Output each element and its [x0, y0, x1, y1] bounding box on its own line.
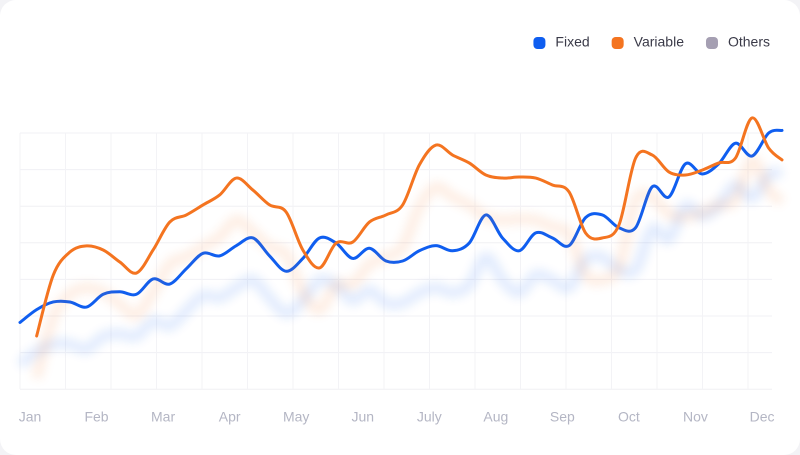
line-shadow — [31, 155, 786, 380]
x-tick-label: Feb — [84, 409, 108, 425]
x-tick-label: Dec — [750, 409, 775, 425]
legend-label: Others — [728, 34, 770, 50]
line-shadow — [16, 167, 783, 369]
x-tick-label: July — [417, 409, 442, 425]
x-tick-label: May — [283, 409, 309, 425]
x-tick-label: Sep — [550, 409, 575, 425]
x-tick-label: Oct — [618, 409, 640, 425]
x-tick-label: Nov — [683, 409, 708, 425]
x-tick-label: Jun — [351, 409, 374, 425]
legend-marker — [705, 37, 718, 49]
legend-label: Fixed — [555, 34, 589, 50]
x-tick-label: Aug — [483, 409, 508, 425]
x-tick-label: Apr — [219, 409, 241, 425]
series-line — [35, 116, 784, 338]
x-tick-label: Mar — [151, 409, 175, 425]
series-line — [18, 128, 784, 324]
legend-marker — [533, 37, 546, 49]
legend-label: Variable — [634, 34, 685, 50]
x-tick-label: Jan — [19, 409, 42, 425]
legend-marker — [611, 37, 624, 49]
